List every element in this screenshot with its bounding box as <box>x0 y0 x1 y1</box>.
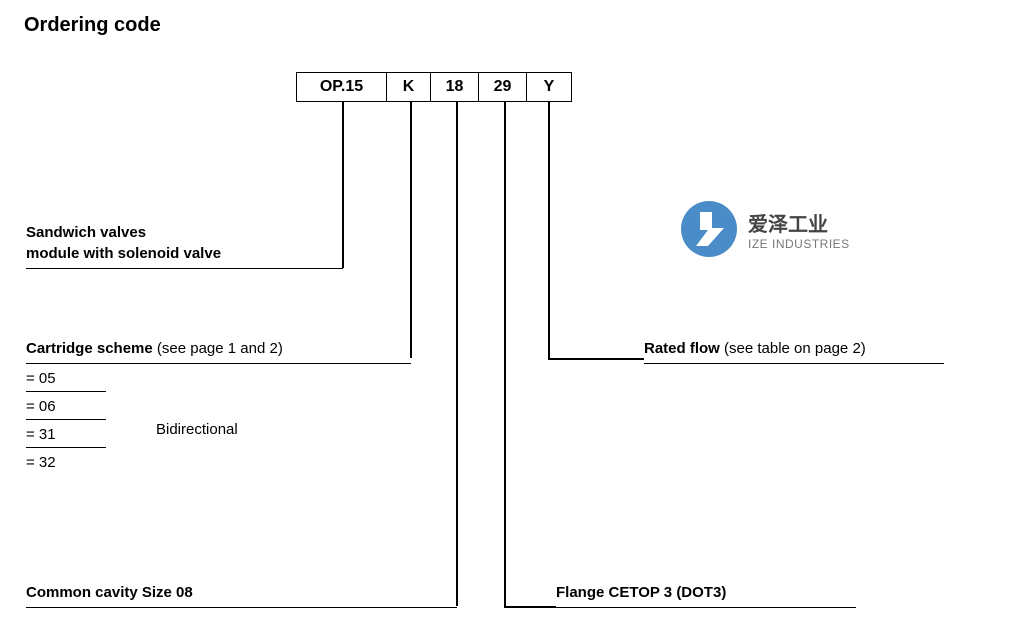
rated-flow-underline <box>644 363 944 364</box>
connector-line-2 <box>456 101 458 606</box>
rated-flow-title-tail: (see table on page 2) <box>720 340 866 357</box>
label-rated-flow: Rated flow (see table on page 2) <box>644 338 944 364</box>
flange-connector <box>504 606 556 608</box>
code-cell-4: Y <box>527 73 571 101</box>
ize-logo-icon <box>680 200 738 258</box>
scheme-row-0: = 05 <box>26 364 106 392</box>
rated-flow-title-bold: Rated flow <box>644 340 720 357</box>
label-flange: Flange CETOP 3 (DOT3) <box>556 582 856 608</box>
connector-line-3 <box>504 101 506 606</box>
common-cavity-underline <box>26 607 457 608</box>
connector-line-1 <box>410 101 412 358</box>
scheme-row-2: = 31 <box>26 420 106 448</box>
ize-logo: 爱泽工业 IZE INDUSTRIES <box>680 200 850 258</box>
sandwich-line1: Sandwich valves <box>26 222 343 243</box>
flange-underline <box>556 607 856 608</box>
cartridge-title-bold: Cartridge scheme <box>26 340 153 357</box>
scheme-row-3: = 32 <box>26 448 106 475</box>
label-sandwich-valves: Sandwich valves module with solenoid val… <box>26 222 343 269</box>
scheme-row-1: = 06 <box>26 392 106 420</box>
label-cartridge-scheme: Cartridge scheme (see page 1 and 2) = 05… <box>26 338 411 475</box>
label-common-cavity: Common cavity Size 08 <box>26 582 457 608</box>
code-cell-0: OP.15 <box>297 73 387 101</box>
ize-logo-en: IZE INDUSTRIES <box>748 237 850 251</box>
flange-text: Flange CETOP 3 (DOT3) <box>556 582 856 607</box>
rated-flow-connector <box>548 358 644 360</box>
code-cell-2: 18 <box>431 73 479 101</box>
cartridge-title-tail: (see page 1 and 2) <box>153 340 283 357</box>
ize-logo-cn: 爱泽工业 <box>748 208 850 237</box>
connector-line-4 <box>548 101 550 358</box>
code-cell-3: 29 <box>479 73 527 101</box>
page-title: Ordering code <box>24 14 161 37</box>
cartridge-side-label: Bidirectional <box>156 419 238 440</box>
common-cavity-text: Common cavity Size 08 <box>26 582 457 607</box>
sandwich-line2: module with solenoid valve <box>26 243 343 268</box>
ordering-code-table: OP.15 K 18 29 Y <box>296 72 572 102</box>
code-cell-1: K <box>387 73 431 101</box>
sandwich-underline <box>26 268 343 269</box>
